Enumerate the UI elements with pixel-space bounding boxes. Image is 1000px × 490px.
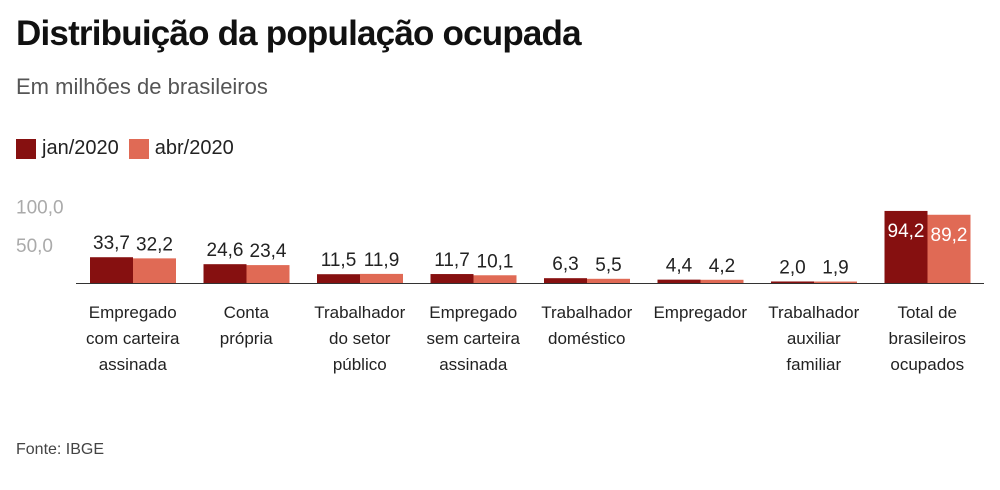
bar-jan: [544, 278, 587, 283]
bar-value-label: 33,7: [93, 233, 130, 254]
y-tick-label: 50,0: [16, 236, 53, 257]
category-label: Empregado com carteira assinada: [86, 303, 180, 374]
bar-value-label: 1,9: [822, 258, 848, 279]
bar-jan: [430, 274, 474, 283]
bar-value-label: 24,6: [207, 240, 244, 261]
category-label-line: brasileiros: [889, 329, 966, 348]
page-title: Distribuição da população ocupada: [16, 14, 582, 53]
category-label-line: Empregado: [89, 303, 177, 322]
bar-abr: [700, 279, 744, 283]
category-label-line: Trabalhador: [768, 303, 859, 322]
bar-jan: [657, 279, 701, 283]
bar-value-label: 4,2: [709, 256, 735, 277]
bar-jan: [317, 274, 360, 283]
category-label: Empregador: [653, 303, 747, 322]
legend-swatch-abr: [128, 138, 149, 159]
category-label-line: Trabalhador: [314, 303, 405, 322]
bar-jan: [884, 210, 928, 283]
bar-abr: [587, 278, 630, 283]
bar-value-label: 4,4: [666, 256, 693, 277]
category-label-line: ocupados: [890, 355, 964, 374]
bar-jan: [771, 281, 814, 283]
category-label: Trabalhador doméstico: [541, 303, 632, 348]
bar-value-label: 11,5: [321, 250, 357, 271]
source-note: Fonte: IBGE: [16, 441, 105, 458]
bar-value-label: 2,0: [779, 257, 805, 278]
bar-value-label: 11,7: [434, 250, 470, 271]
category-label-line: assinada: [439, 355, 508, 374]
bar-jan: [90, 257, 133, 283]
legend-item-abr: abr/2020: [128, 137, 234, 160]
category-label: Trabalhador auxiliar familiar: [768, 303, 859, 374]
category-label-line: Empregador: [653, 303, 747, 322]
category-label-line: Conta: [224, 303, 270, 322]
category-label-line: Trabalhador: [541, 303, 632, 322]
legend-label-abr: abr/2020: [154, 137, 234, 159]
category-label: Trabalhador do setor público: [314, 303, 405, 374]
bar-abr: [814, 281, 857, 283]
legend-item-jan: jan/2020: [16, 137, 119, 160]
bar-abr: [133, 258, 176, 283]
category-label-line: sem carteira: [426, 329, 520, 348]
category-label-line: doméstico: [548, 329, 625, 348]
bar-value-label: 23,4: [250, 241, 287, 262]
category-label-line: Empregado: [429, 303, 517, 322]
category-label-line: auxiliar: [787, 329, 841, 348]
bar-jan: [203, 264, 247, 283]
bar-value-label: 6,3: [552, 254, 578, 275]
y-tick-label: 100,0: [16, 198, 64, 219]
bar-abr: [246, 265, 290, 283]
bar-value-label: 5,5: [595, 255, 621, 276]
category-label-line: Total de: [897, 303, 957, 322]
page-subtitle: Em milhões de brasileiros: [16, 74, 268, 99]
category-label-line: público: [333, 355, 387, 374]
legend-swatch-jan: [16, 138, 36, 159]
category-label-line: assinada: [99, 355, 168, 374]
bar-abr: [473, 275, 517, 283]
chart-legend: jan/2020 abr/2020: [16, 137, 244, 160]
category-label: Conta própria: [220, 303, 273, 348]
bar-value-label: 89,2: [931, 225, 968, 246]
bar-value-label: 11,9: [364, 250, 400, 271]
category-label-line: própria: [220, 329, 273, 348]
legend-label-jan: jan/2020: [42, 137, 119, 159]
category-label-line: com carteira: [86, 329, 180, 348]
bar-value-label: 10,1: [477, 251, 514, 272]
bar-chart: 100,0 50,0 33,7 32,2 Empregado com carteira as…: [16, 198, 984, 374]
category-label: Empregado sem carteira assinada: [426, 303, 520, 374]
bar-value-label: 94,2: [888, 221, 925, 242]
bar-abr: [360, 273, 403, 283]
category-label-line: familiar: [786, 355, 841, 374]
category-label-line: do setor: [329, 329, 391, 348]
category-label: Total de brasileiros ocupados: [889, 303, 966, 374]
bar-value-label: 32,2: [136, 234, 173, 255]
bar-abr: [927, 214, 971, 283]
